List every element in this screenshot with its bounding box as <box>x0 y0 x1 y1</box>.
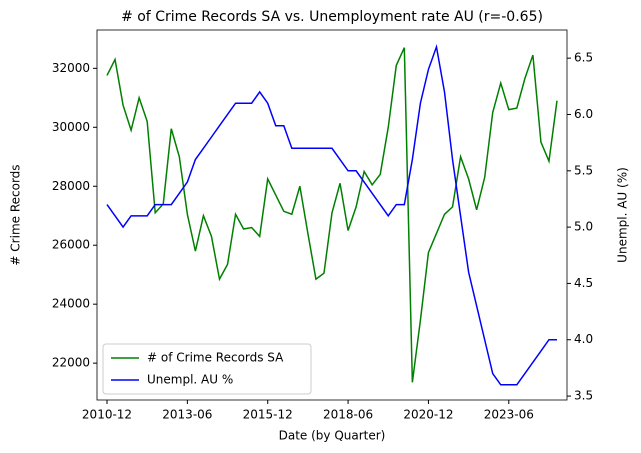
y-tick-label: 24000 <box>52 297 90 311</box>
y-tick-label: 28000 <box>52 179 90 193</box>
x-tick-label: 2023-06 <box>484 408 534 422</box>
x-tick-label: 2015-12 <box>243 408 293 422</box>
plot-frame <box>96 29 568 401</box>
legend-label: Unempl. AU % <box>147 373 233 387</box>
y2-tick-label: 4.0 <box>574 332 593 346</box>
line-series <box>106 43 557 386</box>
legend-label: # of Crime Records SA <box>147 351 284 365</box>
x-tick-label: 2020-12 <box>403 408 453 422</box>
chart-title: # of Crime Records SA vs. Unemployment r… <box>121 9 543 25</box>
y2-tick-label: 3.5 <box>574 389 593 403</box>
x-tick-label: 2018-06 <box>323 408 373 422</box>
y-tick-label: 22000 <box>52 356 90 370</box>
y2-tick-label: 6.0 <box>574 107 593 121</box>
y-axis-label: # Crime Records <box>9 164 23 265</box>
x-tick-label: 2013-06 <box>162 408 212 422</box>
y2-tick-label: 5.0 <box>574 220 593 234</box>
y-tick-label: 30000 <box>52 120 90 134</box>
y2-tick-label: 4.5 <box>574 276 593 290</box>
legend-box <box>102 343 312 395</box>
y2-tick-label: 5.5 <box>574 163 593 177</box>
y-tick-label: 26000 <box>52 238 90 252</box>
y2-tick-label: 6.5 <box>574 51 593 65</box>
y-tick-label: 32000 <box>52 61 90 75</box>
y2-axis-label: Unempl. AU (%) <box>616 167 630 263</box>
x-axis-label: Date (by Quarter) <box>279 429 386 443</box>
line-series <box>106 47 558 383</box>
x-tick-label: 2010-12 <box>82 408 132 422</box>
